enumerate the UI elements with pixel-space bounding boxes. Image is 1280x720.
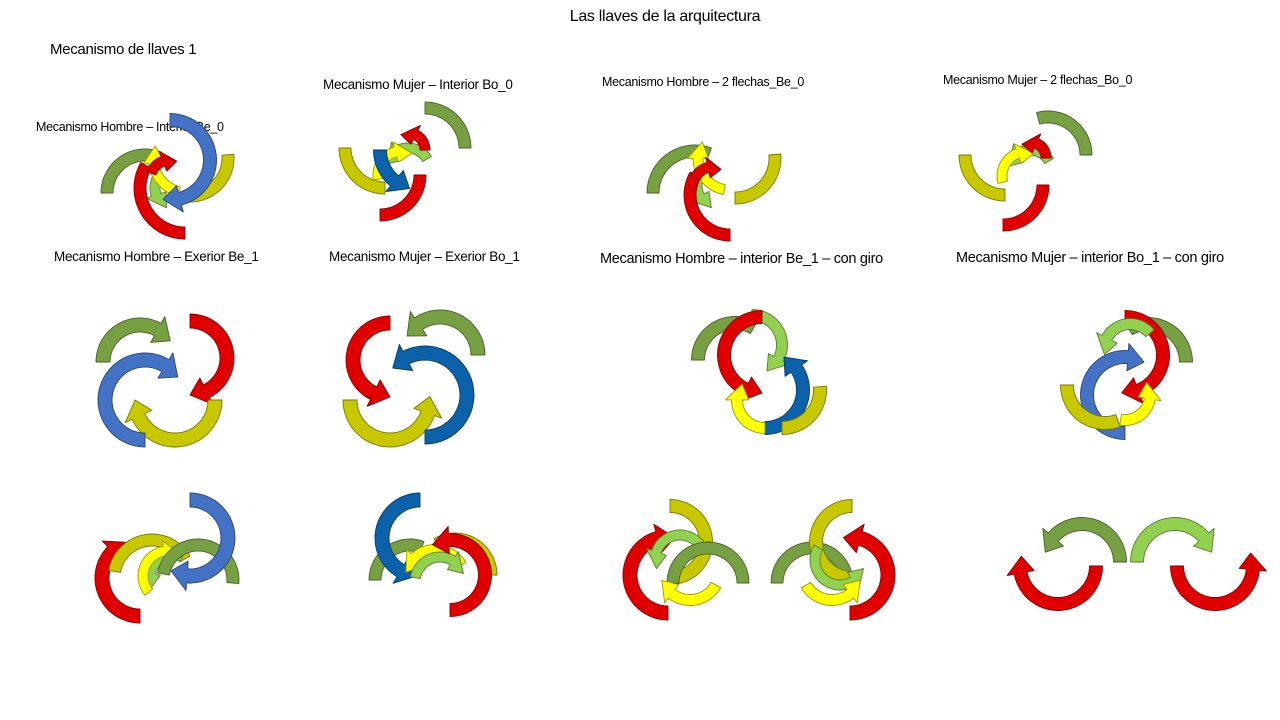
- bo1-blue-arrow: [392, 343, 475, 445]
- bo0b-olive-arc: [958, 154, 1006, 202]
- page-title: Las llaves de la arquitectura: [569, 8, 761, 25]
- be0b-red-arrow: [690, 156, 722, 180]
- r3c-light-green-arrow: [645, 529, 707, 570]
- bo0-red-arc: [379, 174, 427, 222]
- be1g-light-green-arrow: [751, 309, 790, 372]
- r3a-olive-arc: [108, 533, 191, 573]
- bo0-green-arc: [424, 101, 472, 149]
- section-subtitle: Mecanismo de llaves 1: [50, 41, 197, 58]
- label-hombre-interior-be1-giro: Mecanismo Hombre – interior Be_1 – con g…: [600, 251, 883, 267]
- r3c-green-arc: [666, 541, 750, 584]
- r3b-light-green-arrow: [410, 551, 464, 579]
- label-mujer-interior-bo1-giro: Mecanismo Mujer – interior Bo_1 – con gi…: [956, 250, 1224, 266]
- label-mujer-2flechas-bo0: Mecanismo Mujer – 2 flechas_Bo_0: [943, 73, 1133, 87]
- bo0b-yellow-arrow: [996, 143, 1035, 184]
- be1g-red-arrow: [717, 310, 763, 403]
- bo1g-light-green-arrow: [1096, 318, 1155, 355]
- r3d-red-arrow: [842, 523, 896, 621]
- be0b-yellow-arrow: [687, 141, 726, 195]
- label-mujer-interior-bo0: Mecanismo Mujer – Interior Bo_0: [323, 77, 513, 92]
- be0-yellow-arrow: [142, 145, 181, 198]
- be1g-olive-arc: [781, 385, 827, 435]
- bo1-green-arrow: [406, 309, 486, 356]
- bo0-blue-arrow: [373, 149, 411, 192]
- r3d-yellow-arrow: [800, 579, 861, 606]
- r3b-red-arrow: [432, 525, 492, 617]
- be1-yellow-arrow: [124, 399, 223, 448]
- be1-red-arrow: [189, 313, 235, 405]
- label-hombre-2flechas-be0: Mecanismo Hombre – 2 flechas_Be_0: [602, 75, 805, 89]
- bo0b-red-arrow: [1021, 133, 1052, 159]
- be1-blue-arrow: [97, 352, 179, 448]
- be0b-olive-arc: [734, 153, 782, 205]
- bo0b-green-arc: [1036, 110, 1093, 156]
- r3e-light-green-arrow: [1130, 517, 1215, 563]
- bo1g-olive-arc: [1060, 384, 1121, 430]
- r3d-light-green-arrow: [809, 544, 864, 591]
- r3a-blue-arrow: [170, 492, 236, 591]
- r3e-red-arrow-right: [1170, 552, 1267, 611]
- bo1g-yellow-arrow: [1119, 382, 1162, 426]
- bo0-olive-arc: [338, 147, 386, 195]
- be1-green-arrow: [95, 316, 171, 363]
- label-hombre-exterior-be1: Mecanismo Hombre – Exerior Be_1: [54, 249, 259, 264]
- bo1-yellow-arrow: [342, 396, 443, 448]
- r3e-green-arrow: [1042, 517, 1127, 563]
- be0-blue-arrow: [162, 113, 217, 213]
- r3c-yellow-arrow: [661, 579, 722, 606]
- bo0b-red-arc: [1002, 184, 1050, 232]
- be1g-yellow-arrow: [725, 383, 766, 434]
- bo1g-red-arrow: [1121, 310, 1170, 404]
- r3e-red-arrow-left: [1006, 555, 1103, 611]
- be0-red-arrow: [146, 150, 178, 176]
- bo1-red-arrow: [345, 315, 391, 407]
- bo0-red-arrow: [400, 124, 431, 151]
- label-mujer-exterior-bo1: Mecanismo Mujer – Exerior Bo_1: [329, 249, 520, 264]
